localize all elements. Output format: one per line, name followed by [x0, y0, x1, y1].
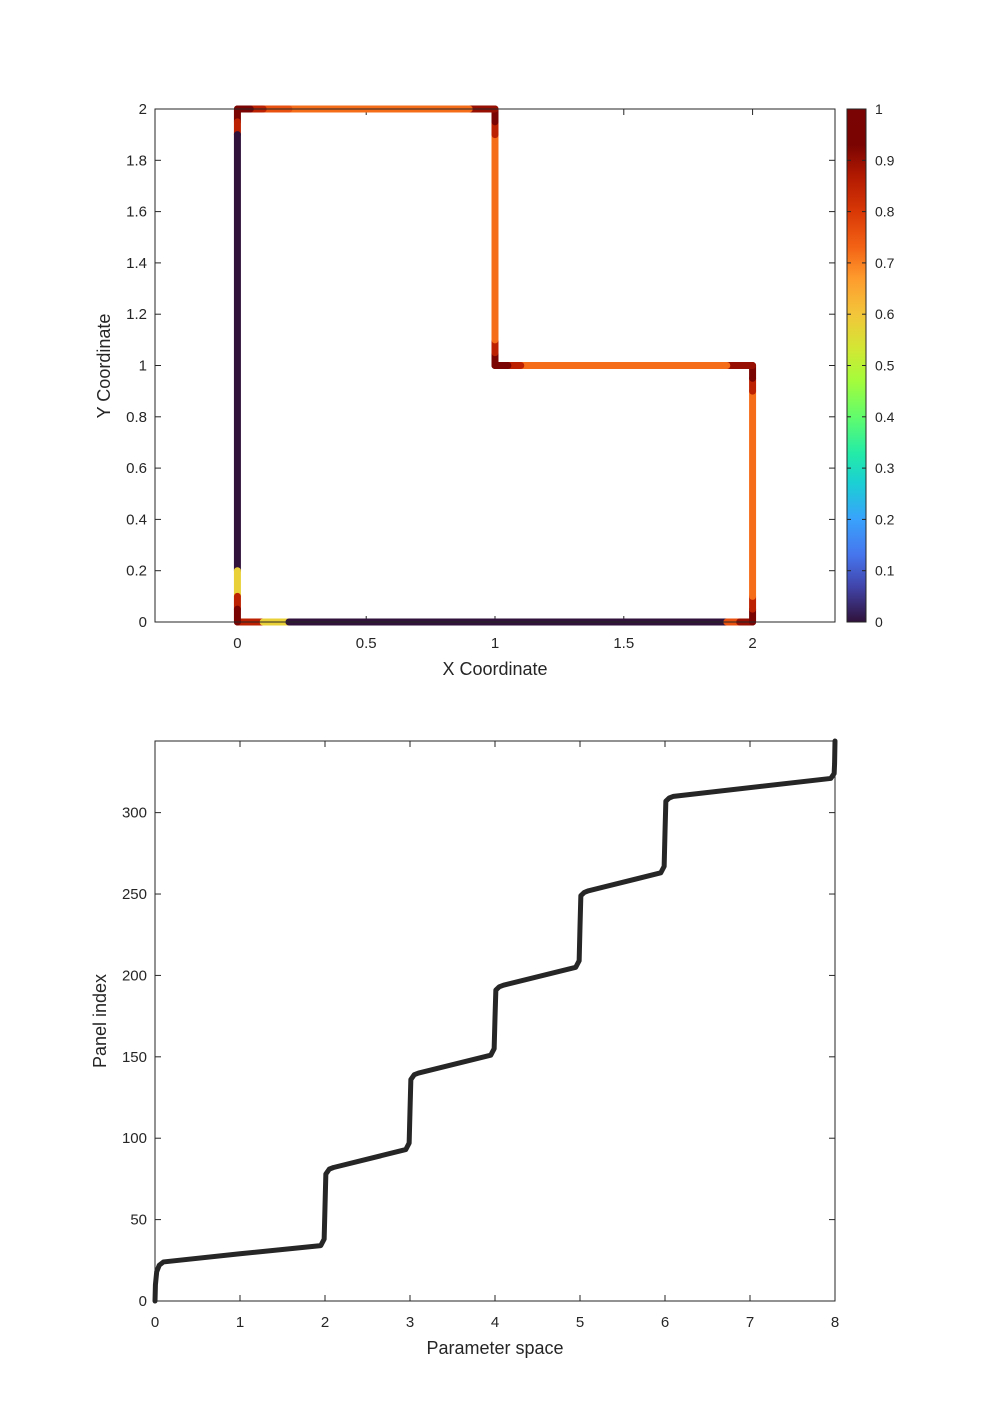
colorbar-tick-label: 0.6 [875, 306, 895, 322]
chart2-y-tick-label: 100 [122, 1130, 147, 1147]
panel-index-line-chart: 0 1 2 3 4 5 6 7 8 0 50 100 150 200 250 300 Parameter sp… [90, 738, 839, 1358]
chart1-y-tick-label: 1.4 [126, 255, 147, 272]
colorbar-tick-label: 0.7 [875, 255, 895, 271]
colorbar: 0 0.1 0.2 0.3 0.4 0.5 0.6 0.7 0.8 0.9 1 [846, 101, 895, 630]
chart2-x-tick-label: 5 [576, 1314, 584, 1331]
chart2-y-tick-label: 0 [139, 1293, 147, 1310]
chart2-y-axis-label: Panel index [90, 974, 110, 1068]
chart1-boundary-points [233, 105, 757, 626]
chart2-y-tick-label: 250 [122, 886, 147, 903]
chart2-y-tick-label: 50 [130, 1212, 147, 1229]
chart1-x-tick-label: 1 [491, 635, 499, 652]
chart1-y-tick-label: 1.2 [126, 306, 147, 323]
chart1-tick-labels: 0 0.5 1 1.5 2 0 0.2 0.4 0.6 0.8 1 1.2 1.4 1.6 1.8 2 [126, 101, 757, 652]
chart2-x-tick-label: 0 [151, 1314, 159, 1331]
chart1-plot-frame [154, 108, 836, 623]
chart1-y-tick-label: 1 [139, 358, 147, 375]
chart1-y-tick-label: 0.2 [126, 563, 147, 580]
chart2-x-tick-label: 6 [661, 1314, 669, 1331]
chart2-y-tick-label: 150 [122, 1049, 147, 1066]
colorbar-ticks: 0 0.1 0.2 0.3 0.4 0.5 0.6 0.7 0.8 0.9 1 [847, 101, 895, 630]
chart2-plot-frame [154, 740, 836, 1302]
chart1-y-tick-label: 1.6 [126, 204, 147, 221]
chart2-tick-labels: 0 1 2 3 4 5 6 7 8 0 50 100 150 200 250 300 [122, 805, 839, 1331]
colorbar-tick-label: 0.4 [875, 409, 895, 425]
boundary-scatter-chart: 0 0.5 1 1.5 2 0 0.2 0.4 0.6 0.8 1 1.2 1.4 1.6 1.8 2 X C… [94, 101, 836, 679]
chart1-x-tick-label: 2 [748, 635, 756, 652]
chart1-x-tick-label: 1.5 [613, 635, 634, 652]
chart2-y-tick-label: 200 [122, 967, 147, 984]
chart2-x-tick-label: 1 [236, 1314, 244, 1331]
chart2-y-tick-label: 300 [122, 805, 147, 822]
colorbar-tick-label: 0.9 [875, 152, 895, 168]
colorbar-tick-label: 0.3 [875, 460, 895, 476]
colorbar-tick-label: 0.1 [875, 563, 895, 579]
chart1-y-tick-label: 2 [139, 101, 147, 118]
chart1-y-tick-label: 0.6 [126, 460, 147, 477]
chart2-x-tick-label: 8 [831, 1314, 839, 1331]
colorbar-tick-label: 0.8 [875, 204, 895, 220]
colorbar-tick-label: 1 [875, 101, 883, 117]
chart1-y-tick-label: 0.4 [126, 511, 147, 528]
chart1-x-tick-label: 0 [233, 635, 241, 652]
chart1-y-tick-label: 0.8 [126, 409, 147, 426]
chart2-x-tick-label: 3 [406, 1314, 414, 1331]
chart2-x-axis-label: Parameter space [426, 1338, 563, 1358]
chart1-y-axis-label: Y Coordinate [94, 314, 114, 419]
panel-index-series-line [152, 738, 838, 1304]
chart1-y-tick-label: 0 [139, 614, 147, 631]
colorbar-tick-label: 0 [875, 614, 883, 630]
chart2-x-tick-label: 4 [491, 1314, 499, 1331]
chart1-x-axis-label: X Coordinate [442, 659, 547, 679]
chart2-x-tick-label: 2 [321, 1314, 329, 1331]
chart1-x-tick-label: 0.5 [356, 635, 377, 652]
colorbar-gradient [847, 109, 866, 622]
chart1-y-tick-label: 1.8 [126, 152, 147, 169]
colorbar-tick-label: 0.2 [875, 511, 895, 527]
chart2-x-tick-label: 7 [746, 1314, 754, 1331]
colorbar-tick-label: 0.5 [875, 358, 895, 374]
